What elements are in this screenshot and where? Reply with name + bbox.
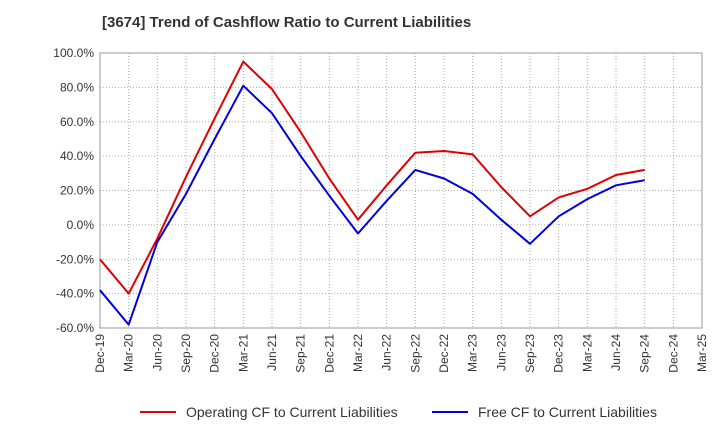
y-tick-label: -40.0%	[56, 287, 94, 301]
y-tick-label: 60.0%	[60, 115, 94, 129]
x-tick-label: Dec-21	[322, 334, 336, 373]
x-tick-label: Sep-23	[523, 334, 537, 373]
y-tick-label: 0.0%	[67, 218, 95, 232]
chart-title: [3674] Trend of Cashflow Ratio to Curren…	[102, 14, 472, 31]
y-tick-label: 20.0%	[60, 184, 94, 198]
legend-label-free-cf: Free CF to Current Liabilities	[478, 404, 657, 420]
y-tick-label: 100.0%	[53, 46, 94, 60]
legend-item-free-cf: Free CF to Current Liabilities	[432, 404, 657, 420]
legend-item-operating-cf: Operating CF to Current Liabilities	[140, 404, 398, 420]
x-tick-label: Jun-22	[380, 334, 394, 371]
plot-frame	[99, 52, 703, 329]
x-tick-label: Dec-19	[93, 334, 107, 373]
legend-swatch-operating-cf	[140, 411, 176, 413]
x-tick-label: Dec-20	[208, 334, 222, 373]
x-tick-label: Jun-23	[494, 334, 508, 371]
x-tick-label: Jun-24	[609, 334, 623, 371]
x-tick-label: Jun-21	[265, 334, 279, 371]
x-tick-label: Dec-22	[437, 334, 451, 373]
x-tick-label: Sep-22	[408, 334, 422, 373]
x-tick-label: Mar-25	[695, 334, 709, 372]
x-tick-label: Dec-24	[666, 334, 680, 373]
x-tick-label: Dec-23	[552, 334, 566, 373]
series-line-operating-cf	[99, 60, 645, 295]
chart-legend: Operating CF to Current Liabilities Free…	[0, 404, 720, 426]
x-tick-label: Sep-20	[179, 334, 193, 373]
x-tick-label: Sep-24	[638, 334, 652, 373]
x-tick-label: Mar-23	[466, 334, 480, 372]
legend-swatch-free-cf	[432, 411, 468, 413]
x-tick-label: Mar-22	[351, 334, 365, 372]
legend-label-operating-cf: Operating CF to Current Liabilities	[186, 404, 398, 420]
y-tick-label: 80.0%	[60, 80, 94, 94]
y-tick-label: -20.0%	[56, 252, 94, 266]
y-tick-label: 40.0%	[60, 149, 94, 163]
x-tick-label: Sep-21	[294, 334, 308, 373]
x-tick-label: Jun-20	[150, 334, 164, 371]
x-tick-label: Mar-20	[122, 334, 136, 372]
y-tick-label: -60.0%	[56, 321, 94, 335]
series-line-free-cf	[99, 84, 645, 326]
x-tick-label: Mar-24	[580, 334, 594, 372]
x-tick-label: Mar-21	[236, 334, 250, 372]
